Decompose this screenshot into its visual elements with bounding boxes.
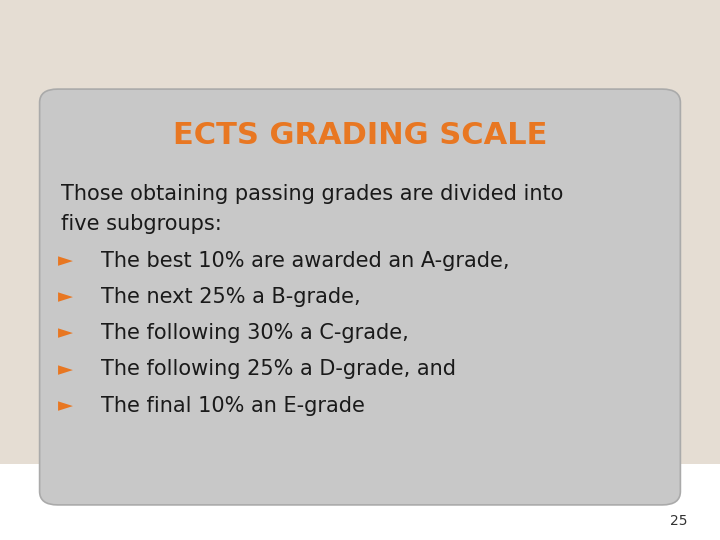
Bar <box>0 464 720 540</box>
Text: five subgroups:: five subgroups: <box>61 214 222 234</box>
Text: The best 10% are awarded an A-grade,: The best 10% are awarded an A-grade, <box>101 251 509 271</box>
Text: ECTS GRADING SCALE: ECTS GRADING SCALE <box>173 120 547 150</box>
Text: ►: ► <box>58 251 73 271</box>
Text: 25: 25 <box>670 514 688 528</box>
Text: The following 30% a C-grade,: The following 30% a C-grade, <box>101 323 408 343</box>
Text: ►: ► <box>58 323 73 343</box>
Text: Those obtaining passing grades are divided into: Those obtaining passing grades are divid… <box>61 184 564 205</box>
Text: ►: ► <box>58 360 73 379</box>
Bar <box>0 0 720 464</box>
FancyBboxPatch shape <box>40 89 680 505</box>
Text: The following 25% a D-grade, and: The following 25% a D-grade, and <box>101 359 456 380</box>
Text: ►: ► <box>58 287 73 307</box>
Text: ►: ► <box>58 396 73 415</box>
Text: The next 25% a B-grade,: The next 25% a B-grade, <box>101 287 361 307</box>
Text: The final 10% an E-grade: The final 10% an E-grade <box>101 395 364 416</box>
